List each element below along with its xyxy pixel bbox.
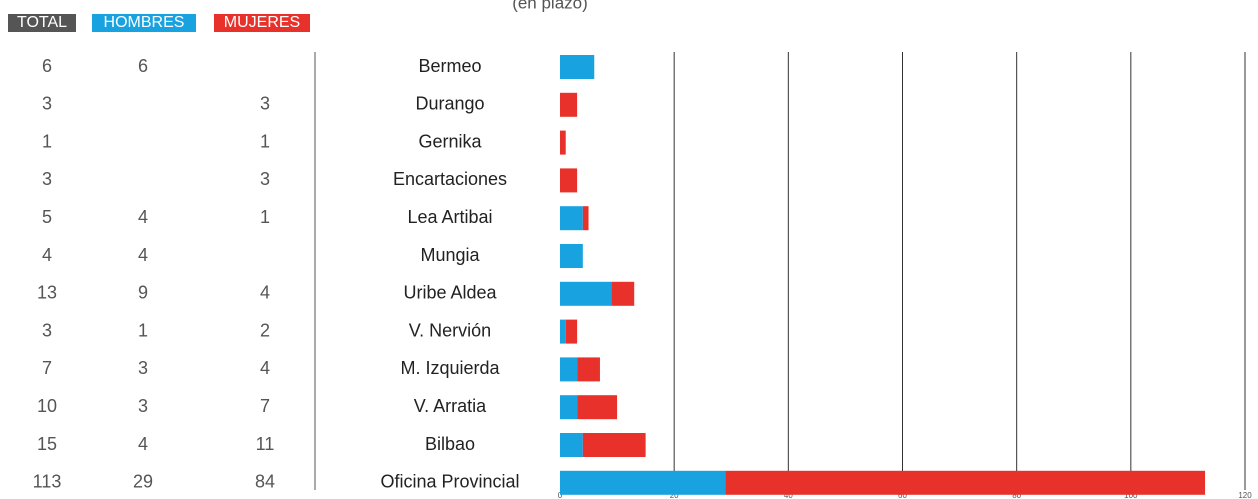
total-value: 3 <box>42 94 52 114</box>
series-value: 1 <box>260 131 270 151</box>
series-value: 3 <box>138 358 148 378</box>
series-value: 9 <box>138 283 148 303</box>
x-tick-label: 100 <box>1124 491 1138 499</box>
bar <box>560 395 578 420</box>
total-value: 3 <box>42 320 52 340</box>
bar <box>577 357 600 382</box>
x-tick-label: 40 <box>784 491 793 499</box>
series-value: 4 <box>260 358 270 378</box>
bar <box>560 470 726 495</box>
legend-box <box>92 14 196 32</box>
total-value: 5 <box>42 207 52 227</box>
category-label: Durango <box>415 94 484 114</box>
series-value: 4 <box>138 434 148 454</box>
x-tick-label: 120 <box>1238 491 1252 499</box>
bar <box>560 281 612 306</box>
series-value: 3 <box>138 396 148 416</box>
series-value: 6 <box>138 56 148 76</box>
bar <box>565 319 578 344</box>
series-value: 3 <box>260 169 270 189</box>
total-value: 7 <box>42 358 52 378</box>
bar <box>560 130 566 155</box>
subtitle: (en plazo) <box>512 0 588 12</box>
series-value: 4 <box>260 283 270 303</box>
total-value: 4 <box>42 245 52 265</box>
series-value: 1 <box>138 320 148 340</box>
header-label: TOTAL <box>17 14 67 31</box>
bar <box>560 206 583 231</box>
category-label: Uribe Aldea <box>403 283 497 303</box>
series-value: 3 <box>260 94 270 114</box>
x-tick-label: 0 <box>558 491 563 499</box>
bar <box>560 433 583 457</box>
bar <box>560 357 578 382</box>
x-tick-label: 20 <box>670 491 679 499</box>
header-box <box>8 14 76 32</box>
legend-label: MUJERES <box>224 14 300 31</box>
total-value: 10 <box>37 396 57 416</box>
series-value: 29 <box>133 472 153 492</box>
category-label: V. Nervión <box>409 320 491 340</box>
category-label: Encartaciones <box>393 169 507 189</box>
series-value: 1 <box>260 207 270 227</box>
series-value: 84 <box>255 472 275 492</box>
series-value: 4 <box>138 245 148 265</box>
total-value: 3 <box>42 169 52 189</box>
bar <box>560 244 583 268</box>
bar <box>560 319 566 344</box>
bar <box>582 206 589 231</box>
category-label: M. Izquierda <box>400 358 500 378</box>
bar <box>611 281 635 306</box>
bar <box>560 55 595 79</box>
category-label: Oficina Provincial <box>380 472 519 492</box>
total-value: 1 <box>42 131 52 151</box>
total-value: 15 <box>37 434 57 454</box>
category-label: Lea Artibai <box>407 207 492 227</box>
category-label: Gernika <box>418 131 482 151</box>
category-label: V. Arratia <box>414 396 487 416</box>
legend-box <box>214 14 310 32</box>
series-value: 4 <box>138 207 148 227</box>
x-tick-label: 80 <box>1012 491 1021 499</box>
legend-label: HOMBRES <box>104 14 185 31</box>
category-label: Mungia <box>420 245 480 265</box>
series-value: 11 <box>256 434 275 454</box>
series-value: 7 <box>260 396 270 416</box>
bar <box>582 433 646 457</box>
total-value: 6 <box>42 56 52 76</box>
category-label: Bilbao <box>425 434 475 454</box>
series-value: 2 <box>260 320 270 340</box>
bar <box>577 395 618 420</box>
x-tick-label: 60 <box>898 491 907 499</box>
bar <box>560 168 578 193</box>
total-value: 13 <box>37 283 57 303</box>
category-label: Bermeo <box>418 56 481 76</box>
total-value: 113 <box>33 472 62 492</box>
bar <box>725 470 1206 495</box>
bar <box>560 92 578 117</box>
